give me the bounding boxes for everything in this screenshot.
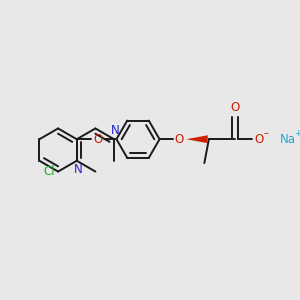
Text: Na: Na [280, 133, 296, 146]
Text: N: N [74, 163, 82, 176]
Text: O: O [94, 133, 103, 146]
Text: +: + [295, 129, 300, 138]
Text: O: O [254, 133, 263, 146]
Text: Cl: Cl [44, 165, 55, 178]
Polygon shape [186, 135, 208, 143]
Text: –: – [264, 129, 269, 139]
Text: O: O [230, 101, 240, 114]
Text: N: N [111, 124, 120, 137]
Text: O: O [175, 133, 184, 146]
